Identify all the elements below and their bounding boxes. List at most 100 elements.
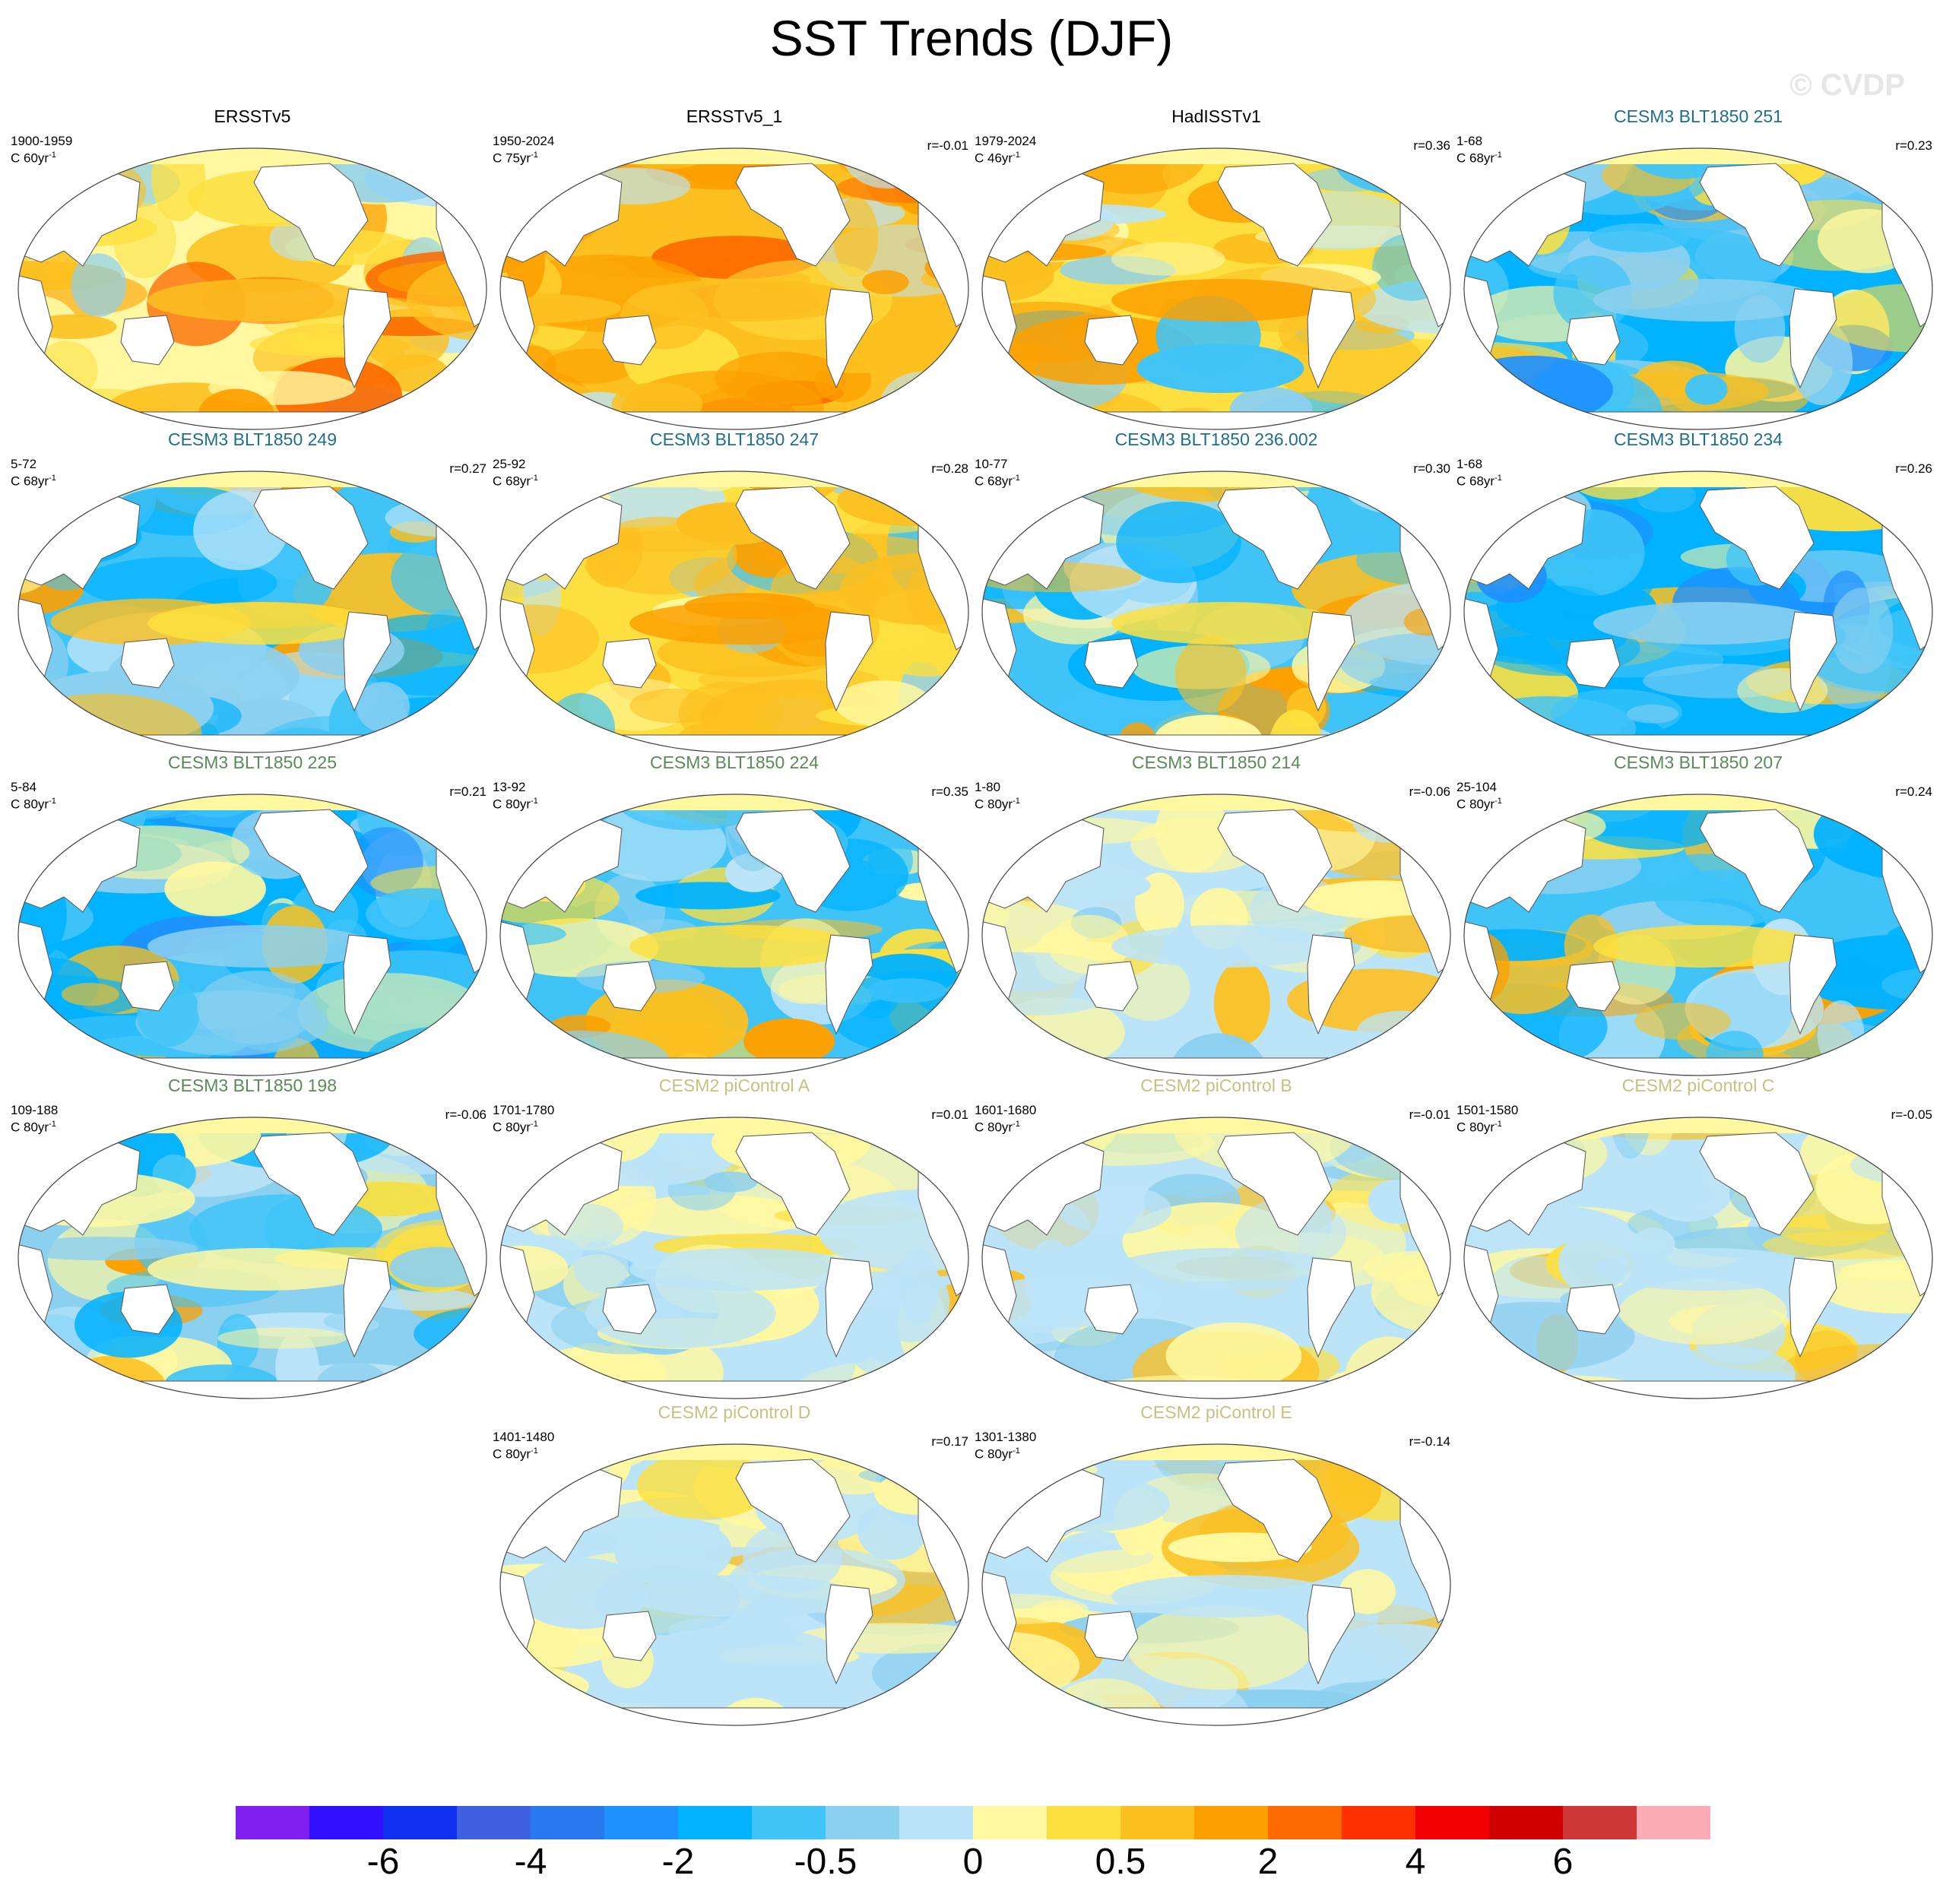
- sst-contour: [51, 392, 100, 429]
- sst-contour: [1116, 501, 1241, 584]
- land-mass: [1789, 934, 1837, 1035]
- land-mass: [120, 1284, 175, 1335]
- pattern-correlation: r=0.26: [1895, 461, 1932, 476]
- sst-contour: [1048, 914, 1130, 974]
- units-exponent: -1: [1013, 474, 1020, 483]
- sst-contour: [1397, 1364, 1450, 1399]
- equatorial-pacific-band: [1593, 925, 1821, 968]
- units-text: C 80yr: [975, 1446, 1013, 1462]
- arctic-region: [500, 1117, 968, 1133]
- colorbar-tick-label: -2: [661, 1842, 695, 1882]
- colorbar-segment: [604, 1806, 679, 1839]
- sst-contour: [1464, 794, 1559, 825]
- sst-contour: [1339, 1569, 1396, 1614]
- sst-contour: [864, 794, 966, 815]
- sst-contour: [61, 983, 119, 1006]
- map-panel: CESM3 BLT1850 198 109-188 C 80yr-1 r=-0.06: [11, 1076, 494, 1402]
- sst-contour: [386, 794, 480, 816]
- units-text: C 80yr: [493, 797, 531, 812]
- map-outline: [499, 1443, 969, 1726]
- units-exponent: -1: [1013, 797, 1020, 806]
- map-panel: ERSSTv5 1900-1959 C 60yr-1: [11, 106, 494, 433]
- land-mass: [602, 638, 657, 689]
- units-text: C 80yr: [493, 1446, 531, 1462]
- sst-contour: [1843, 794, 1932, 831]
- sst-contour: [1057, 1184, 1172, 1234]
- sst-contour: [426, 471, 487, 531]
- colorbar-segment: [1268, 1806, 1342, 1839]
- sst-contour: [1619, 1278, 1787, 1345]
- sst-contour: [873, 1696, 968, 1719]
- arctic-region: [982, 1444, 1450, 1460]
- panel-period: 1-68 C 68yr-1: [1456, 457, 1502, 489]
- sst-contour: [1378, 471, 1450, 501]
- colorbar-segment: [973, 1806, 1048, 1839]
- pattern-correlation: r=-0.01: [1409, 1107, 1450, 1122]
- arctic-region: [982, 1117, 1450, 1133]
- sst-contour: [1345, 1117, 1394, 1129]
- panel-title: HadISSTv1: [1171, 106, 1261, 126]
- period-range: 1979-2024: [975, 134, 1037, 148]
- units-text: C 80yr: [975, 1120, 1013, 1135]
- sst-contour: [515, 1557, 648, 1630]
- sst-contour: [1568, 794, 1742, 851]
- panel-period: 1-80 C 80yr-1: [975, 780, 1020, 812]
- sst-field: [982, 1444, 1450, 1725]
- sst-contour: [857, 1502, 927, 1560]
- sst-contour: [1464, 808, 1492, 867]
- units-exponent: -1: [531, 474, 538, 483]
- land-mass: [1699, 1132, 1815, 1236]
- sst-contour: [583, 1518, 721, 1538]
- arctic-region: [982, 794, 1450, 810]
- colorbar-segment: [236, 1806, 310, 1839]
- equatorial-pacific-band: [629, 279, 857, 322]
- land-mass: [1566, 638, 1621, 689]
- units-exponent: -1: [49, 474, 56, 483]
- sst-trend-map: [17, 794, 487, 1076]
- sst-contour: [356, 682, 410, 732]
- land-mass: [120, 638, 175, 689]
- land-mass: [1307, 611, 1355, 712]
- land-mass: [18, 1380, 487, 1399]
- sst-contour: [1810, 148, 1889, 155]
- sst-contour: [574, 1240, 629, 1294]
- arctic-region: [18, 148, 487, 164]
- sst-contour: [1168, 1033, 1268, 1076]
- land-mass: [1464, 1380, 1932, 1399]
- map-panel: CESM3 BLT1850 224 13-92 C 80yr-1 r=0.35: [493, 752, 976, 1079]
- map-outline: [1463, 1117, 1933, 1399]
- arctic-region: [500, 471, 968, 487]
- sst-trend-map: [981, 147, 1451, 430]
- pattern-correlation: r=0.21: [449, 784, 487, 799]
- map-outline: [499, 794, 969, 1076]
- sst-trend-map: [499, 1117, 969, 1399]
- sst-contour: [895, 1050, 961, 1076]
- arctic-region: [18, 471, 487, 487]
- colorbar-segment: [1415, 1806, 1490, 1839]
- sst-contour: [909, 1117, 968, 1145]
- map-panel: CESM3 BLT1850 247 25-92 C 68yr-1 r=0.28: [493, 429, 976, 756]
- equatorial-pacific-band: [1593, 279, 1821, 322]
- units-exponent: -1: [1494, 150, 1502, 160]
- sst-field: [982, 794, 1450, 1076]
- map-outline: [17, 470, 487, 753]
- colorbar-segment: [383, 1806, 458, 1839]
- colorbar-segment: [1489, 1806, 1564, 1839]
- sst-contour: [914, 157, 968, 200]
- map-panel: ERSSTv5_1 1950-2024 C 75yr-1 r=-0.01: [493, 106, 976, 433]
- sst-field: [500, 1444, 968, 1725]
- units-text: C 80yr: [11, 1120, 49, 1135]
- map-outline: [17, 147, 487, 430]
- sst-contour: [982, 1702, 1057, 1722]
- sst-contour: [982, 249, 1054, 302]
- panel-title: CESM3 BLT1850 207: [1613, 752, 1783, 772]
- sst-contour: [1464, 794, 1574, 821]
- sst-field: [500, 148, 968, 429]
- land-mass: [602, 315, 657, 366]
- land-mass: [602, 961, 657, 1012]
- colorbar-segment: [1120, 1806, 1195, 1839]
- sst-field: [982, 1117, 1450, 1399]
- sst-trend-map: [17, 1117, 487, 1399]
- equatorial-pacific-band: [1111, 1248, 1339, 1291]
- units-exponent: -1: [1494, 1120, 1502, 1129]
